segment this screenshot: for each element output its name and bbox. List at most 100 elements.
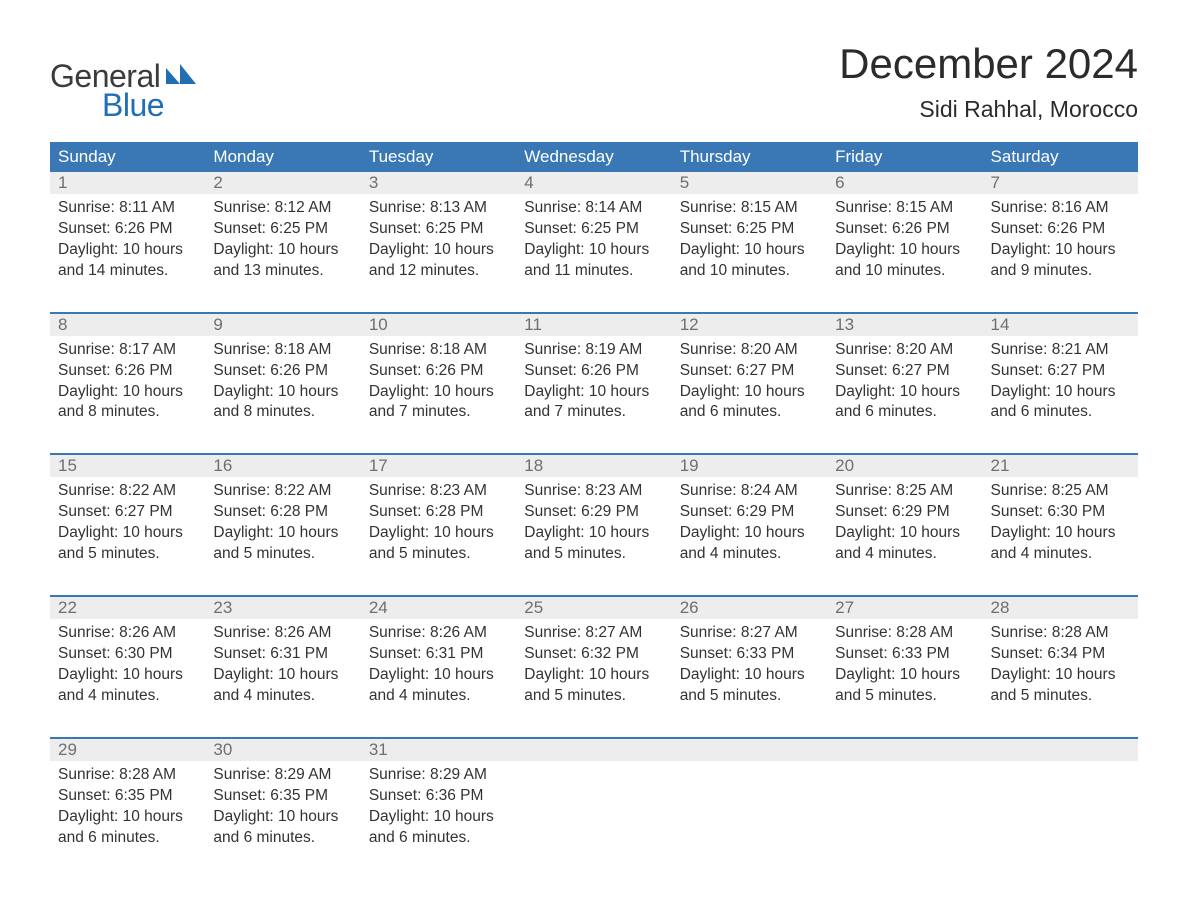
day-content-row: Sunrise: 8:11 AMSunset: 6:26 PMDaylight:… (50, 194, 1138, 313)
daylight-line: Daylight: 10 hours and 5 minutes. (835, 665, 974, 707)
sunset-line: Sunset: 6:25 PM (213, 219, 352, 240)
day-number-cell: 2 (205, 172, 360, 194)
day-number-cell: 11 (516, 314, 671, 336)
daylight-line: Daylight: 10 hours and 6 minutes. (213, 807, 352, 849)
day-content-cell: Sunrise: 8:23 AMSunset: 6:29 PMDaylight:… (516, 477, 671, 596)
daylight-line: Daylight: 10 hours and 5 minutes. (524, 665, 663, 707)
sunset-line: Sunset: 6:26 PM (213, 361, 352, 382)
daylight-line: Daylight: 10 hours and 5 minutes. (58, 523, 197, 565)
dow-tuesday: Tuesday (361, 142, 516, 172)
day-of-week-row: Sunday Monday Tuesday Wednesday Thursday… (50, 142, 1138, 172)
day-content-cell: Sunrise: 8:18 AMSunset: 6:26 PMDaylight:… (205, 336, 360, 455)
sunset-line: Sunset: 6:30 PM (991, 502, 1130, 523)
day-content-cell: Sunrise: 8:19 AMSunset: 6:26 PMDaylight:… (516, 336, 671, 455)
day-number-cell: 27 (827, 597, 982, 619)
sunrise-line: Sunrise: 8:23 AM (524, 481, 663, 502)
day-content-cell: Sunrise: 8:28 AMSunset: 6:34 PMDaylight:… (983, 619, 1138, 738)
sunrise-line: Sunrise: 8:12 AM (213, 198, 352, 219)
header-bar: General Blue December 2024 Sidi Rahhal, … (50, 40, 1138, 124)
day-number-cell (672, 739, 827, 761)
sunset-line: Sunset: 6:26 PM (991, 219, 1130, 240)
sunset-line: Sunset: 6:33 PM (835, 644, 974, 665)
day-content-cell: Sunrise: 8:20 AMSunset: 6:27 PMDaylight:… (827, 336, 982, 455)
sunrise-line: Sunrise: 8:20 AM (680, 340, 819, 361)
day-number-cell: 19 (672, 455, 827, 477)
day-number-cell: 31 (361, 739, 516, 761)
daylight-line: Daylight: 10 hours and 8 minutes. (58, 382, 197, 424)
sunrise-line: Sunrise: 8:28 AM (58, 765, 197, 786)
day-content-cell: Sunrise: 8:15 AMSunset: 6:26 PMDaylight:… (827, 194, 982, 313)
day-number-cell (827, 739, 982, 761)
sunset-line: Sunset: 6:34 PM (991, 644, 1130, 665)
sunrise-line: Sunrise: 8:27 AM (680, 623, 819, 644)
day-content-cell: Sunrise: 8:21 AMSunset: 6:27 PMDaylight:… (983, 336, 1138, 455)
sunset-line: Sunset: 6:28 PM (369, 502, 508, 523)
sunrise-line: Sunrise: 8:14 AM (524, 198, 663, 219)
calendar-table: Sunday Monday Tuesday Wednesday Thursday… (50, 142, 1138, 858)
sunrise-line: Sunrise: 8:29 AM (369, 765, 508, 786)
day-content-cell: Sunrise: 8:18 AMSunset: 6:26 PMDaylight:… (361, 336, 516, 455)
brand-logo: General Blue (50, 40, 196, 124)
sunrise-line: Sunrise: 8:17 AM (58, 340, 197, 361)
sunset-line: Sunset: 6:27 PM (58, 502, 197, 523)
daylight-line: Daylight: 10 hours and 10 minutes. (680, 240, 819, 282)
daylight-line: Daylight: 10 hours and 6 minutes. (835, 382, 974, 424)
sunrise-line: Sunrise: 8:18 AM (369, 340, 508, 361)
day-number-cell: 29 (50, 739, 205, 761)
day-content-row: Sunrise: 8:26 AMSunset: 6:30 PMDaylight:… (50, 619, 1138, 738)
day-content-cell: Sunrise: 8:29 AMSunset: 6:35 PMDaylight:… (205, 761, 360, 859)
sunset-line: Sunset: 6:29 PM (680, 502, 819, 523)
day-content-cell: Sunrise: 8:20 AMSunset: 6:27 PMDaylight:… (672, 336, 827, 455)
day-number-cell: 6 (827, 172, 982, 194)
sunrise-line: Sunrise: 8:21 AM (991, 340, 1130, 361)
sunset-line: Sunset: 6:29 PM (835, 502, 974, 523)
day-number-cell: 1 (50, 172, 205, 194)
sunset-line: Sunset: 6:32 PM (524, 644, 663, 665)
sunset-line: Sunset: 6:26 PM (524, 361, 663, 382)
day-number-cell: 21 (983, 455, 1138, 477)
daylight-line: Daylight: 10 hours and 5 minutes. (213, 523, 352, 565)
daylight-line: Daylight: 10 hours and 6 minutes. (58, 807, 197, 849)
sunrise-line: Sunrise: 8:28 AM (835, 623, 974, 644)
brand-word-2: Blue (102, 87, 196, 124)
sunrise-line: Sunrise: 8:22 AM (213, 481, 352, 502)
day-content-cell: Sunrise: 8:25 AMSunset: 6:29 PMDaylight:… (827, 477, 982, 596)
sunrise-line: Sunrise: 8:15 AM (680, 198, 819, 219)
sunset-line: Sunset: 6:27 PM (680, 361, 819, 382)
day-content-cell: Sunrise: 8:12 AMSunset: 6:25 PMDaylight:… (205, 194, 360, 313)
sunrise-line: Sunrise: 8:16 AM (991, 198, 1130, 219)
sunset-line: Sunset: 6:31 PM (213, 644, 352, 665)
day-content-cell: Sunrise: 8:14 AMSunset: 6:25 PMDaylight:… (516, 194, 671, 313)
day-content-row: Sunrise: 8:22 AMSunset: 6:27 PMDaylight:… (50, 477, 1138, 596)
sunrise-line: Sunrise: 8:26 AM (369, 623, 508, 644)
day-number-cell: 8 (50, 314, 205, 336)
daylight-line: Daylight: 10 hours and 9 minutes. (991, 240, 1130, 282)
sunset-line: Sunset: 6:33 PM (680, 644, 819, 665)
sunset-line: Sunset: 6:35 PM (213, 786, 352, 807)
day-number-cell: 17 (361, 455, 516, 477)
day-content-cell: Sunrise: 8:25 AMSunset: 6:30 PMDaylight:… (983, 477, 1138, 596)
sunset-line: Sunset: 6:31 PM (369, 644, 508, 665)
sunrise-line: Sunrise: 8:26 AM (58, 623, 197, 644)
day-content-cell (827, 761, 982, 859)
day-number-row: 1234567 (50, 172, 1138, 194)
day-content-cell: Sunrise: 8:26 AMSunset: 6:31 PMDaylight:… (361, 619, 516, 738)
logo-flag-icon (166, 64, 196, 89)
day-number-cell: 20 (827, 455, 982, 477)
sunrise-line: Sunrise: 8:28 AM (991, 623, 1130, 644)
day-content-cell: Sunrise: 8:22 AMSunset: 6:28 PMDaylight:… (205, 477, 360, 596)
day-content-row: Sunrise: 8:28 AMSunset: 6:35 PMDaylight:… (50, 761, 1138, 859)
daylight-line: Daylight: 10 hours and 5 minutes. (991, 665, 1130, 707)
sunset-line: Sunset: 6:26 PM (58, 361, 197, 382)
sunset-line: Sunset: 6:36 PM (369, 786, 508, 807)
dow-saturday: Saturday (983, 142, 1138, 172)
sunrise-line: Sunrise: 8:13 AM (369, 198, 508, 219)
day-number-cell: 12 (672, 314, 827, 336)
day-content-cell: Sunrise: 8:16 AMSunset: 6:26 PMDaylight:… (983, 194, 1138, 313)
day-number-cell: 5 (672, 172, 827, 194)
sunrise-line: Sunrise: 8:18 AM (213, 340, 352, 361)
daylight-line: Daylight: 10 hours and 5 minutes. (680, 665, 819, 707)
sunset-line: Sunset: 6:26 PM (369, 361, 508, 382)
daylight-line: Daylight: 10 hours and 4 minutes. (680, 523, 819, 565)
day-number-cell: 18 (516, 455, 671, 477)
